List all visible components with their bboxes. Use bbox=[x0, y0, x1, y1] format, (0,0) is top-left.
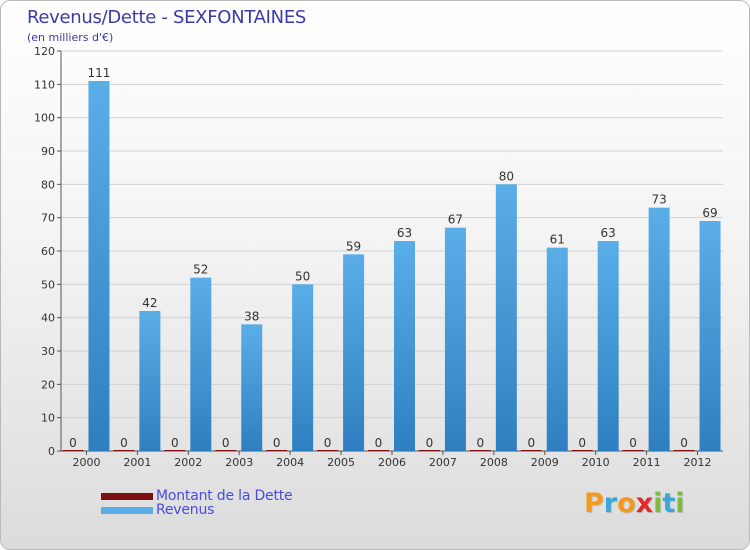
x-tick-label: 2003 bbox=[225, 456, 253, 469]
revenue-bar bbox=[88, 81, 110, 451]
x-tick-label: 2008 bbox=[480, 456, 508, 469]
y-tick-label: 90 bbox=[41, 145, 55, 158]
legend-swatch-revenue bbox=[101, 507, 153, 514]
y-tick-label: 70 bbox=[41, 212, 55, 225]
x-tick-label: 2010 bbox=[582, 456, 610, 469]
debt-bar bbox=[673, 450, 695, 451]
logo-letter: r bbox=[603, 488, 618, 519]
revenue-bar bbox=[241, 324, 263, 451]
x-tick-label: 2002 bbox=[174, 456, 202, 469]
logo-letter: t bbox=[662, 488, 676, 519]
debt-bar bbox=[113, 450, 135, 451]
logo-letter: i bbox=[675, 488, 685, 519]
debt-bar bbox=[266, 450, 288, 451]
revenue-bar bbox=[190, 277, 212, 451]
debt-value-label: 0 bbox=[426, 436, 434, 450]
y-tick-label: 110 bbox=[34, 78, 55, 91]
debt-value-label: 0 bbox=[324, 436, 332, 450]
debt-value-label: 0 bbox=[120, 436, 128, 450]
revenue-value-label: 63 bbox=[397, 226, 412, 240]
revenue-bar bbox=[394, 241, 415, 451]
revenue-value-label: 50 bbox=[295, 269, 310, 283]
y-tick-label: 0 bbox=[48, 445, 55, 458]
y-tick-label: 10 bbox=[41, 412, 55, 425]
x-tick-label: 2000 bbox=[72, 456, 100, 469]
x-tick-label: 2007 bbox=[429, 456, 457, 469]
revenue-bar bbox=[444, 227, 466, 451]
debt-bar bbox=[418, 450, 440, 451]
debt-bar bbox=[622, 450, 644, 451]
revenue-value-label: 73 bbox=[651, 193, 666, 207]
debt-value-label: 0 bbox=[629, 436, 637, 450]
chart-subtitle: (en milliers d'€) bbox=[27, 31, 114, 44]
chart-title: Revenus/Dette - SEXFONTAINES bbox=[27, 7, 307, 28]
debt-value-label: 0 bbox=[222, 436, 230, 450]
revenue-value-label: 52 bbox=[193, 263, 208, 277]
proxiti-logo: Proxiti bbox=[584, 488, 685, 519]
revenue-value-label: 69 bbox=[702, 206, 717, 220]
revenue-value-label: 59 bbox=[346, 239, 361, 253]
debt-value-label: 0 bbox=[273, 436, 281, 450]
revenue-value-label: 42 bbox=[142, 296, 157, 310]
debt-value-label: 0 bbox=[477, 436, 485, 450]
x-tick-label: 2006 bbox=[378, 456, 406, 469]
revenue-bar bbox=[648, 207, 670, 451]
x-tick-label: 2012 bbox=[684, 456, 712, 469]
debt-value-label: 0 bbox=[69, 436, 77, 450]
logo-letter: x bbox=[635, 488, 654, 519]
x-tick-label: 2011 bbox=[633, 456, 661, 469]
y-tick-label: 60 bbox=[41, 245, 55, 258]
debt-value-label: 0 bbox=[578, 436, 586, 450]
debt-bar bbox=[62, 450, 84, 451]
x-tick-label: 2001 bbox=[123, 456, 151, 469]
debt-value-label: 0 bbox=[171, 436, 179, 450]
revenue-value-label: 63 bbox=[601, 226, 616, 240]
y-tick-label: 80 bbox=[41, 178, 55, 191]
y-tick-label: 120 bbox=[34, 45, 55, 58]
revenue-value-label: 111 bbox=[88, 66, 111, 80]
debt-bar bbox=[469, 450, 491, 451]
logo-letter: i bbox=[653, 488, 663, 519]
revenue-value-label: 80 bbox=[499, 169, 514, 183]
legend-swatch-debt bbox=[101, 493, 153, 500]
logo-letter: P bbox=[584, 488, 604, 519]
debt-bar bbox=[368, 450, 389, 451]
revenue-bar bbox=[699, 221, 721, 451]
y-tick-label: 20 bbox=[41, 378, 55, 391]
debt-bar bbox=[520, 450, 542, 451]
logo-letter: o bbox=[617, 488, 636, 519]
revenue-value-label: 38 bbox=[244, 309, 259, 323]
revenue-bar bbox=[597, 241, 619, 451]
debt-value-label: 0 bbox=[680, 436, 688, 450]
x-tick-label: 2009 bbox=[531, 456, 559, 469]
revenue-value-label: 61 bbox=[550, 233, 565, 247]
debt-bar bbox=[164, 450, 186, 451]
y-tick-label: 30 bbox=[41, 345, 55, 358]
revenue-bar bbox=[139, 311, 161, 451]
debt-value-label: 0 bbox=[527, 436, 535, 450]
debt-bar bbox=[571, 450, 593, 451]
x-tick-label: 2004 bbox=[276, 456, 304, 469]
debt-bar bbox=[317, 450, 339, 451]
revenue-bar bbox=[495, 184, 517, 452]
debt-bar bbox=[215, 450, 237, 451]
x-tick-label: 2005 bbox=[327, 456, 355, 469]
revenue-bar bbox=[546, 247, 568, 451]
revenue-bar bbox=[292, 284, 314, 451]
revenue-value-label: 67 bbox=[448, 213, 463, 227]
legend-label-revenue: Revenus bbox=[156, 502, 215, 518]
y-tick-label: 100 bbox=[34, 112, 55, 125]
y-tick-label: 40 bbox=[41, 312, 55, 325]
revenue-bar bbox=[343, 254, 365, 451]
legend-label-debt: Montant de la Dette bbox=[156, 488, 293, 504]
y-tick-label: 50 bbox=[41, 278, 55, 291]
debt-value-label: 0 bbox=[375, 436, 383, 450]
